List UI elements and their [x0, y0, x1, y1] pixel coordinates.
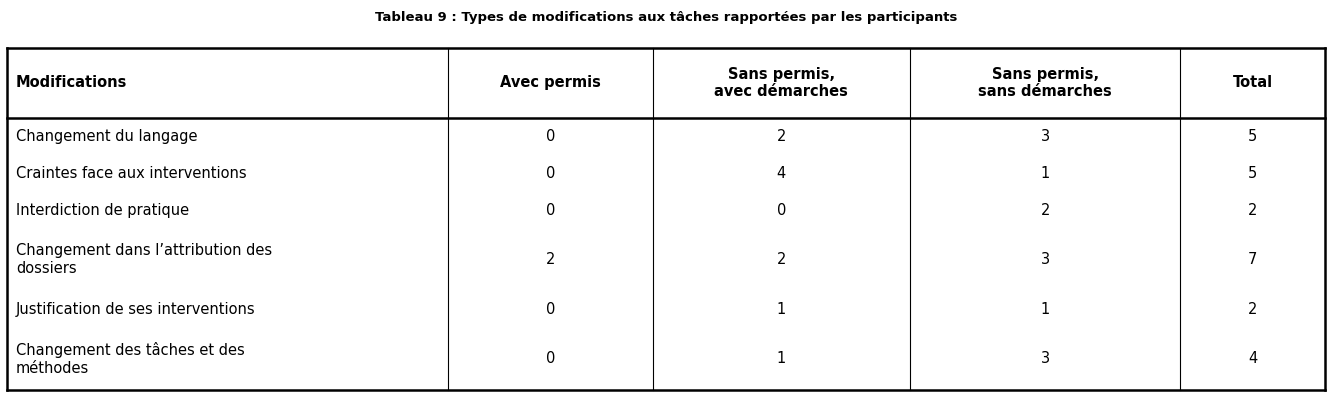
Text: Sans permis,
avec démarches: Sans permis, avec démarches	[714, 67, 848, 99]
Text: 3: 3	[1040, 351, 1050, 366]
Text: 3: 3	[1040, 129, 1050, 144]
Text: 2: 2	[1248, 302, 1257, 317]
Text: 1: 1	[777, 351, 786, 366]
Text: 1: 1	[1040, 166, 1050, 181]
Text: 0: 0	[546, 129, 555, 144]
Text: Justification de ses interventions: Justification de ses interventions	[16, 302, 256, 317]
Text: Sans permis,
sans démarches: Sans permis, sans démarches	[978, 67, 1112, 99]
Text: 0: 0	[546, 302, 555, 317]
Text: 4: 4	[777, 166, 786, 181]
Text: 5: 5	[1248, 129, 1257, 144]
Text: 2: 2	[546, 252, 555, 267]
Text: 2: 2	[1248, 203, 1257, 218]
Text: Changement du langage: Changement du langage	[16, 129, 197, 144]
Text: Avec permis: Avec permis	[501, 76, 601, 90]
Text: Total: Total	[1232, 76, 1273, 90]
Text: 5: 5	[1248, 166, 1257, 181]
Text: 1: 1	[777, 302, 786, 317]
Text: 0: 0	[546, 351, 555, 366]
Text: Craintes face aux interventions: Craintes face aux interventions	[16, 166, 246, 181]
Text: Changement dans l’attribution des
dossiers: Changement dans l’attribution des dossie…	[16, 244, 272, 276]
Text: 1: 1	[1040, 302, 1050, 317]
Text: 7: 7	[1248, 252, 1257, 267]
Text: 4: 4	[1248, 351, 1257, 366]
Text: 0: 0	[546, 166, 555, 181]
Text: 2: 2	[777, 252, 786, 267]
Text: Interdiction de pratique: Interdiction de pratique	[16, 203, 189, 218]
Text: 0: 0	[546, 203, 555, 218]
Text: 3: 3	[1040, 252, 1050, 267]
Text: 2: 2	[1040, 203, 1050, 218]
Text: Changement des tâches et des
méthodes: Changement des tâches et des méthodes	[16, 342, 245, 376]
Text: 2: 2	[777, 129, 786, 144]
Text: Tableau 9 : Types de modifications aux tâches rapportées par les participants: Tableau 9 : Types de modifications aux t…	[374, 11, 958, 24]
Text: Modifications: Modifications	[16, 76, 128, 90]
Text: 0: 0	[777, 203, 786, 218]
